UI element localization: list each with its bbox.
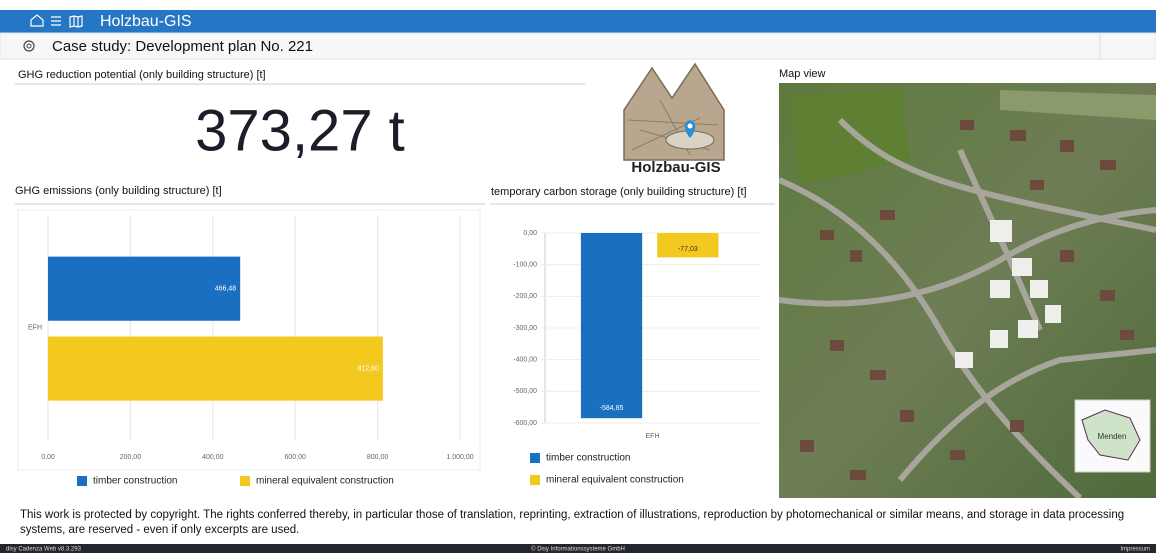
inset-label: Menden [1098,432,1127,441]
x-tick-label: EFH [646,433,660,440]
y-tick-label: EFH [28,324,42,331]
value-label: 812,80 [357,365,379,372]
x-tick-label: 400,00 [202,454,224,461]
legend-label: mineral equivalent construction [546,475,684,486]
bar [657,233,718,257]
kpi-value: 373,27 t [195,98,405,163]
value-label: -77,03 [678,246,698,253]
y-tick-label: 0,00 [523,230,537,237]
x-tick-label: 600,00 [284,454,306,461]
kpi-title: GHG reduction potential (only building s… [18,69,266,81]
version: disy Cadenza Web v8.3.293 [6,547,82,553]
dashboard: Holzbau-GIS Case study: Development plan… [0,0,1156,553]
y-tick-label: -100,00 [513,262,537,269]
bar [48,257,240,321]
legend-swatch [240,476,250,486]
chart-title: GHG emissions (only building structure) … [15,185,222,197]
logo [624,64,724,160]
page: Holzbau-GIS Case study: Development plan… [0,0,1156,553]
app-title: Holzbau-GIS [100,13,192,30]
y-tick-label: -200,00 [513,293,537,300]
map-title: Map view [779,68,826,80]
y-tick-label: -500,00 [513,388,537,395]
impressum-link[interactable]: Impressum [1120,547,1150,553]
legend-swatch [77,476,87,486]
bar [48,337,383,401]
chart-title: temporary carbon storage (only building … [491,186,747,198]
x-tick-label: 1.000,00 [446,454,473,461]
value-label: 466,48 [215,286,237,293]
y-tick-label: -600,00 [513,420,537,427]
legend-label: timber construction [93,476,177,487]
y-tick-label: -300,00 [513,325,537,332]
x-tick-label: 800,00 [367,454,389,461]
legend-swatch [530,475,540,485]
bar [581,233,642,418]
legend-label: mineral equivalent construction [256,476,394,487]
y-tick-label: -400,00 [513,357,537,364]
legend-label: timber construction [546,453,630,464]
x-tick-label: 0,00 [41,454,55,461]
x-tick-label: 200,00 [120,454,142,461]
copyright-line: This work is protected by copyright. The… [20,509,1124,521]
company: © Disy Informationssysteme GmbH [531,546,625,553]
case-title: Case study: Development plan No. 221 [52,38,313,55]
logo-label: Holzbau-GIS [631,159,720,176]
copyright-line: systems, are reserved - even if only exc… [20,524,299,536]
legend-swatch [530,453,540,463]
value-label: -584,85 [600,405,624,412]
